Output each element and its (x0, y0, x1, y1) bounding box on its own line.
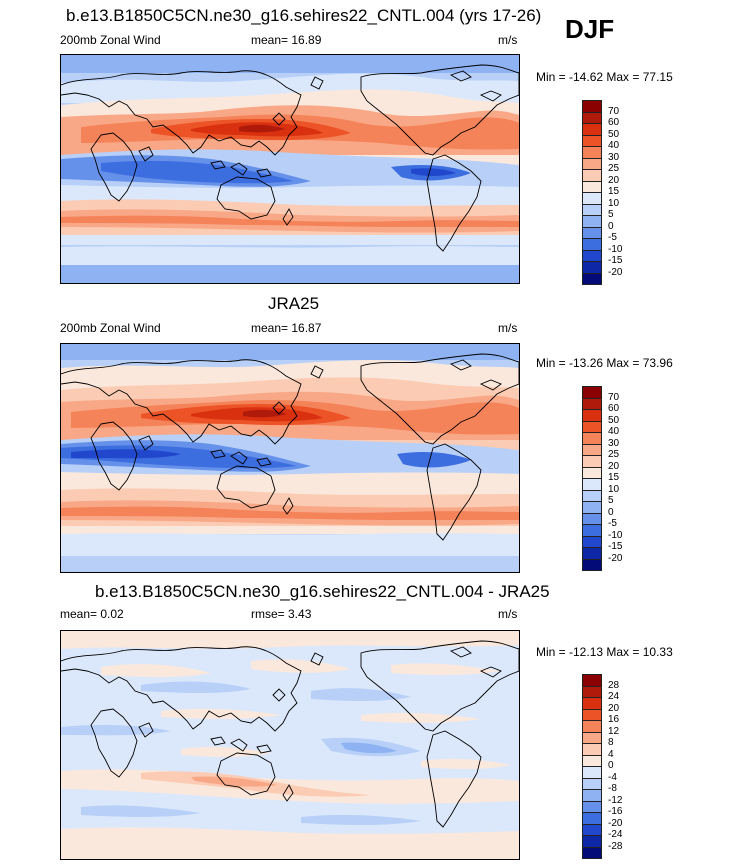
colorbar-level-label: 40 (608, 140, 620, 151)
colorbar-level-label: 50 (608, 414, 620, 426)
panel-1-field (61, 55, 519, 283)
colorbar-swatch (582, 272, 602, 285)
colorbar-level-label: -28 (608, 840, 623, 852)
colorbar-level-label: 28 (608, 679, 620, 691)
colorbar-level-label: -16 (608, 806, 623, 817)
colorbar-level-label: -12 (608, 794, 623, 806)
colorbar-level-label: 25 (608, 163, 620, 174)
colorbar-level-label: -4 (608, 771, 617, 783)
panel-2-units: m/s (498, 321, 518, 335)
colorbar-level-label: -20 (608, 266, 623, 278)
colorbar-level-label: 30 (608, 151, 620, 163)
colorbar-level-label: -15 (608, 255, 623, 266)
colorbar-level-label: -10 (608, 243, 623, 255)
panel-2-coastlines (61, 353, 519, 541)
colorbar-level-label: 5 (608, 495, 614, 506)
colorbar-level-label: 20 (608, 702, 620, 714)
colorbar-level-label: 70 (608, 391, 620, 403)
colorbar-swatch (582, 558, 602, 571)
colorbar-level-label: 0 (608, 506, 614, 518)
season-label: DJF (565, 14, 615, 44)
colorbar-level-label: 70 (608, 105, 620, 117)
colorbar-level-label: 0 (608, 760, 614, 771)
panel-2-field (61, 344, 519, 572)
colorbar-level-label: -20 (608, 552, 623, 564)
panel-3-title: b.e13.B1850C5CN.ne30_g16.sehires22_CNTL.… (95, 582, 550, 601)
panel-3-units: m/s (498, 607, 518, 621)
panel-2-mean-label: mean= 16.87 (251, 321, 322, 335)
colorbar-level-label: 8 (608, 737, 614, 748)
colorbar-level-label: 16 (608, 714, 620, 725)
colorbar-level-label: 15 (608, 472, 620, 483)
panel-3-map (60, 630, 520, 860)
colorbar-level-label: 24 (608, 691, 620, 702)
colorbar-level-label: -5 (608, 232, 617, 243)
colorbar-level-label: 10 (608, 483, 620, 495)
panel-2-left-label: 200mb Zonal Wind (60, 321, 161, 335)
panel-1-units: m/s (498, 33, 518, 47)
colorbar-level-label: 12 (608, 725, 620, 737)
colorbar-level-label: 20 (608, 174, 620, 186)
colorbar-level-label: -24 (608, 829, 623, 840)
colorbar-level-label: -15 (608, 541, 623, 552)
colorbar-swatch (582, 846, 602, 859)
colorbar-level-label: 20 (608, 460, 620, 472)
panel-1-mean-label: mean= 16.89 (251, 33, 322, 47)
colorbar-level-label: 5 (608, 209, 614, 220)
colorbar-level-label: 50 (608, 128, 620, 140)
colorbar-level-label: -5 (608, 518, 617, 529)
colorbar-level-label: 15 (608, 186, 620, 197)
panel-2-title: JRA25 (268, 294, 320, 313)
colorbar-level-label: 10 (608, 197, 620, 209)
colorbar-level-label: -20 (608, 817, 623, 829)
panel-1-title: b.e13.B1850C5CN.ne30_g16.sehires22_CNTL.… (66, 6, 542, 25)
colorbar-level-label: 4 (608, 748, 614, 760)
panel-1-map (60, 54, 520, 284)
colorbar-level-label: 60 (608, 403, 620, 414)
colorbar-level-label: -8 (608, 783, 617, 794)
colorbar-level-label: 60 (608, 117, 620, 128)
panel-1-left-label: 200mb Zonal Wind (60, 33, 161, 47)
panel-2-minmax: Min = -13.26 Max = 73.96 (536, 356, 673, 370)
panel-3-left-label: mean= 0.02 (60, 607, 124, 621)
panel-3-coastlines (61, 640, 519, 828)
panel-2-map (60, 343, 520, 573)
colorbar-level-label: -10 (608, 529, 623, 541)
panel-3-rmse-label: rmse= 3.43 (251, 607, 312, 621)
colorbar-level-label: 40 (608, 426, 620, 437)
colorbar-level-label: 30 (608, 437, 620, 449)
panel-3-minmax: Min = -12.13 Max = 10.33 (536, 645, 673, 659)
colorbar-level-label: 0 (608, 220, 614, 232)
colorbar-level-label: 25 (608, 449, 620, 460)
panel-1-minmax: Min = -14.62 Max = 77.15 (536, 70, 673, 84)
panel-3-field (61, 631, 519, 859)
panel-1-coastlines (61, 64, 519, 252)
